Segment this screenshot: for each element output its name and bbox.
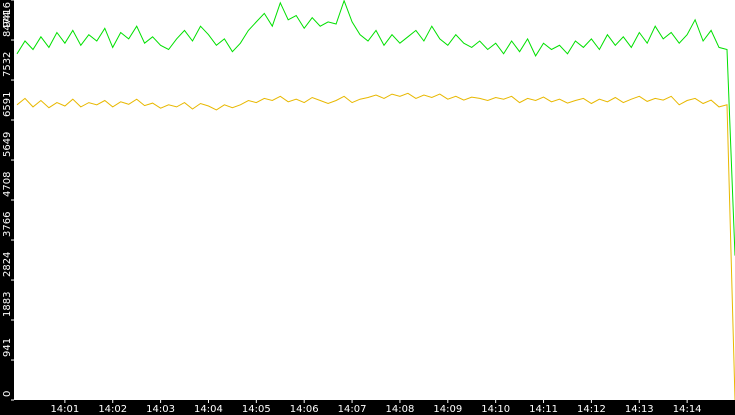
x-axis-band: [0, 400, 735, 415]
x-tick-label: 14:14: [673, 404, 702, 415]
y-tick-label: 9416: [2, 2, 13, 27]
y-tick-label: 2824: [2, 252, 13, 277]
y-tick-label: 0: [2, 391, 13, 397]
x-tick-label: 14:01: [50, 404, 79, 415]
y-tick-label: 8474: [2, 12, 13, 37]
x-tick-label: 14:10: [481, 404, 510, 415]
x-tick-label: 14:03: [146, 404, 175, 415]
y-tick-label: 7532: [2, 52, 13, 77]
x-tick-label: 14:12: [577, 404, 606, 415]
x-tick-label: 14:07: [338, 404, 367, 415]
y-tick-label: 1883: [2, 292, 13, 317]
y-tick-label: 5649: [2, 132, 13, 157]
y-axis-band: [0, 0, 14, 415]
x-tick-label: 14:09: [433, 404, 462, 415]
x-tick-label: 14:11: [529, 404, 558, 415]
x-tick-label: 14:04: [194, 404, 223, 415]
y-tick-label: 4708: [2, 172, 13, 197]
x-tick-label: 14:06: [290, 404, 319, 415]
series-line: [16, 92, 735, 401]
y-tick-label: 941: [2, 338, 13, 357]
x-tick-label: 14:13: [625, 404, 654, 415]
y-tick-label: 6591: [2, 92, 13, 117]
y-tick-label: 3766: [2, 212, 13, 237]
x-tick-label: 14:05: [242, 404, 271, 415]
x-tick-label: 14:02: [98, 404, 127, 415]
x-tick-label: 14:08: [386, 404, 415, 415]
series-line: [16, 0, 735, 256]
